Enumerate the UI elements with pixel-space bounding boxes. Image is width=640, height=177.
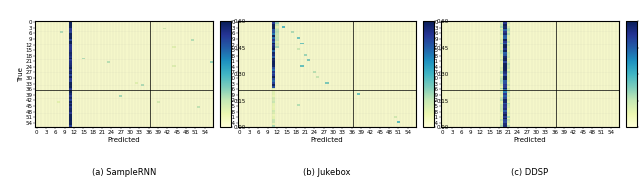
Text: (c) DDSP: (c) DDSP <box>511 168 548 177</box>
Y-axis label: True: True <box>221 67 227 82</box>
X-axis label: Predicted: Predicted <box>310 137 343 143</box>
Y-axis label: True: True <box>424 67 430 82</box>
Text: (a) SampleRNN: (a) SampleRNN <box>92 168 156 177</box>
Y-axis label: True: True <box>18 67 24 82</box>
Text: (b) Jukebox: (b) Jukebox <box>303 168 351 177</box>
X-axis label: Predicted: Predicted <box>108 137 140 143</box>
X-axis label: Predicted: Predicted <box>514 137 547 143</box>
